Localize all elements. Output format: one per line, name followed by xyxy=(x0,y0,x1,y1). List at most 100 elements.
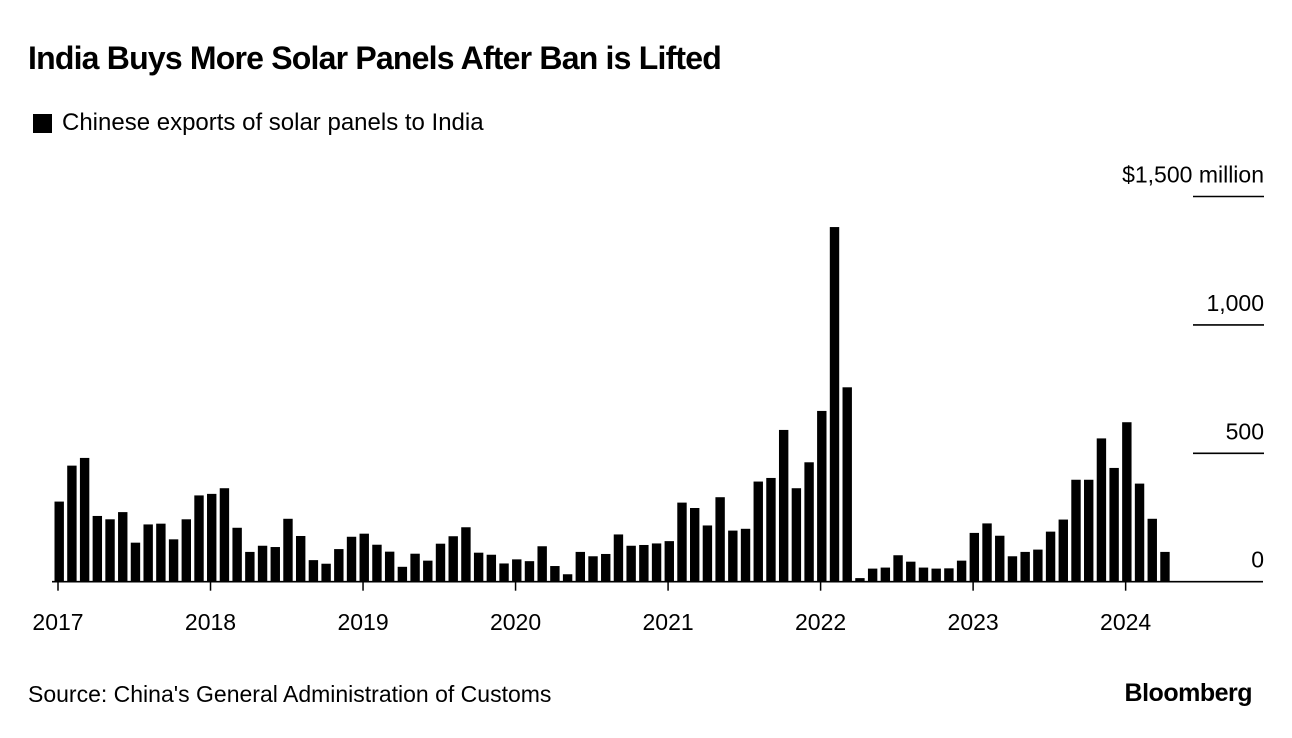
bar xyxy=(283,518,293,582)
bar xyxy=(626,545,636,582)
bar xyxy=(969,532,980,582)
bar xyxy=(308,560,319,582)
bar xyxy=(79,457,90,582)
bar xyxy=(334,549,344,582)
bar xyxy=(435,543,446,582)
bar xyxy=(855,578,865,582)
y-tick-label: 1,000 xyxy=(1206,290,1264,316)
bar xyxy=(359,533,369,582)
bar xyxy=(194,495,204,582)
bar xyxy=(893,555,903,582)
x-axis-ticks xyxy=(57,581,1127,591)
bar xyxy=(1147,518,1157,582)
bar xyxy=(372,544,382,582)
bar xyxy=(1020,551,1030,582)
bar xyxy=(1071,479,1081,582)
legend-label: Chinese exports of solar panels to India xyxy=(62,109,484,136)
x-tick-label: 2023 xyxy=(948,609,999,635)
y-axis-labels: 0 500 1,000 $1,500 million xyxy=(1122,162,1264,573)
bar xyxy=(143,524,153,582)
bar xyxy=(651,543,662,582)
bar xyxy=(54,501,64,582)
bar xyxy=(1058,519,1068,582)
bar xyxy=(728,530,738,582)
bar xyxy=(601,553,611,582)
bar xyxy=(588,556,598,582)
y-gridlines xyxy=(1193,195,1264,455)
bar xyxy=(1096,438,1107,582)
bar xyxy=(575,551,586,582)
bar xyxy=(817,410,827,582)
legend: Chinese exports of solar panels to India xyxy=(33,109,484,137)
bar xyxy=(207,493,217,582)
bar xyxy=(715,497,725,582)
bar xyxy=(397,566,408,582)
bar xyxy=(829,227,840,582)
bar xyxy=(1122,422,1132,582)
bar xyxy=(1134,483,1145,582)
bar xyxy=(550,566,560,582)
bar xyxy=(1109,467,1119,582)
bar xyxy=(270,547,280,582)
source-note: Source: China's General Administration o… xyxy=(28,681,552,707)
bar xyxy=(181,519,191,582)
bar xyxy=(257,545,268,582)
bar xyxy=(1045,531,1056,582)
x-tick-label: 2021 xyxy=(642,609,693,635)
bar xyxy=(105,519,115,582)
bar xyxy=(410,553,420,582)
bar xyxy=(92,515,103,582)
bar xyxy=(690,507,700,582)
bar xyxy=(613,534,624,582)
bar xyxy=(156,523,166,582)
bar xyxy=(346,536,357,582)
bar xyxy=(956,560,967,582)
bar xyxy=(677,502,687,582)
bar xyxy=(1033,549,1043,582)
bar xyxy=(537,546,547,582)
bar xyxy=(664,541,674,582)
bar xyxy=(219,488,230,582)
y-tick-label: 0 xyxy=(1251,547,1264,573)
bar xyxy=(245,551,255,582)
bar xyxy=(918,567,929,582)
bar xyxy=(118,512,128,582)
bar xyxy=(486,554,497,582)
bar xyxy=(130,542,141,582)
bar xyxy=(67,465,77,582)
bar xyxy=(778,429,789,582)
bar xyxy=(906,561,916,582)
bar xyxy=(982,523,992,582)
bar xyxy=(473,552,484,582)
bars xyxy=(54,227,1170,582)
bar xyxy=(867,568,878,582)
bar xyxy=(524,561,535,582)
bar xyxy=(562,574,573,582)
bar xyxy=(321,563,331,582)
bar xyxy=(944,568,954,582)
x-tick-label: 2022 xyxy=(795,609,846,635)
bar xyxy=(1084,479,1094,582)
bar xyxy=(448,536,458,582)
bar xyxy=(842,387,852,582)
bar xyxy=(232,527,242,582)
bloomberg-logo: Bloomberg xyxy=(1124,679,1253,707)
bar xyxy=(461,527,471,582)
x-tick-label: 2018 xyxy=(185,609,236,635)
bar xyxy=(931,568,941,582)
bar xyxy=(804,462,814,582)
x-tick-label: 2019 xyxy=(337,609,388,635)
bar xyxy=(639,544,649,582)
bar xyxy=(753,481,763,582)
bar xyxy=(880,567,891,582)
x-tick-label: 2024 xyxy=(1100,609,1151,635)
bar xyxy=(740,528,751,582)
bar xyxy=(499,563,509,582)
x-axis-labels: 2017 2018 2019 2020 2021 2022 2023 2024 xyxy=(32,609,1151,635)
x-tick-label: 2017 xyxy=(32,609,83,635)
bar xyxy=(791,488,802,582)
bar xyxy=(168,539,179,582)
bar xyxy=(512,559,522,582)
y-tick-label: 500 xyxy=(1226,418,1264,444)
